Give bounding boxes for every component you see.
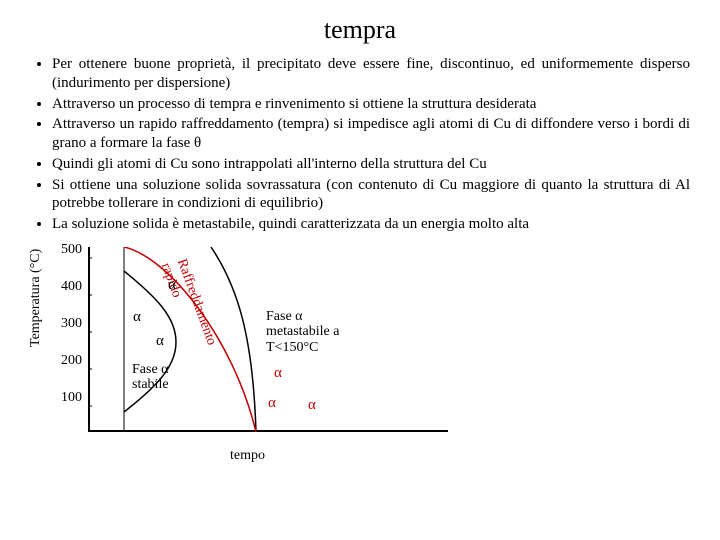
- list-item: Quindi gli atomi di Cu sono intrappolati…: [52, 155, 690, 174]
- alpha-mark-red: α: [308, 397, 316, 414]
- alpha-mark: α: [156, 333, 164, 350]
- alpha-mark-red: α: [268, 395, 276, 412]
- fase-metastabile: Fase α metastabile a T<150°C: [266, 309, 339, 355]
- chart: Temperatura (°C) 500 400 300 200 100 Raf…: [50, 242, 480, 462]
- list-item: Si ottiene una soluzione solida sovrassa…: [52, 176, 690, 214]
- fase-stabile: Fase α stabile: [132, 362, 169, 393]
- page-title: tempra: [30, 15, 690, 45]
- ytick: 200: [52, 353, 82, 369]
- alpha-mark: α: [168, 277, 176, 294]
- list-item: La soluzione solida è metastabile, quind…: [52, 215, 690, 234]
- ytick: 300: [52, 316, 82, 332]
- alpha-mark: α: [133, 309, 141, 326]
- plot-region: Raffreddamento rapido Fase α stabile Fas…: [88, 247, 448, 432]
- bullet-list: Per ottenere buone proprietà, il precipi…: [30, 55, 690, 234]
- ytick: 400: [52, 279, 82, 295]
- alpha-mark-red: α: [274, 365, 282, 382]
- x-axis-label: tempo: [230, 448, 265, 464]
- list-item: Per ottenere buone proprietà, il precipi…: [52, 55, 690, 93]
- ytick: 100: [52, 390, 82, 406]
- list-item: Attraverso un rapido raffreddamento (tem…: [52, 115, 690, 153]
- list-item: Attraverso un processo di tempra e rinve…: [52, 95, 690, 114]
- ytick: 500: [52, 242, 82, 258]
- y-axis-label: Temperatura (°C): [28, 248, 44, 346]
